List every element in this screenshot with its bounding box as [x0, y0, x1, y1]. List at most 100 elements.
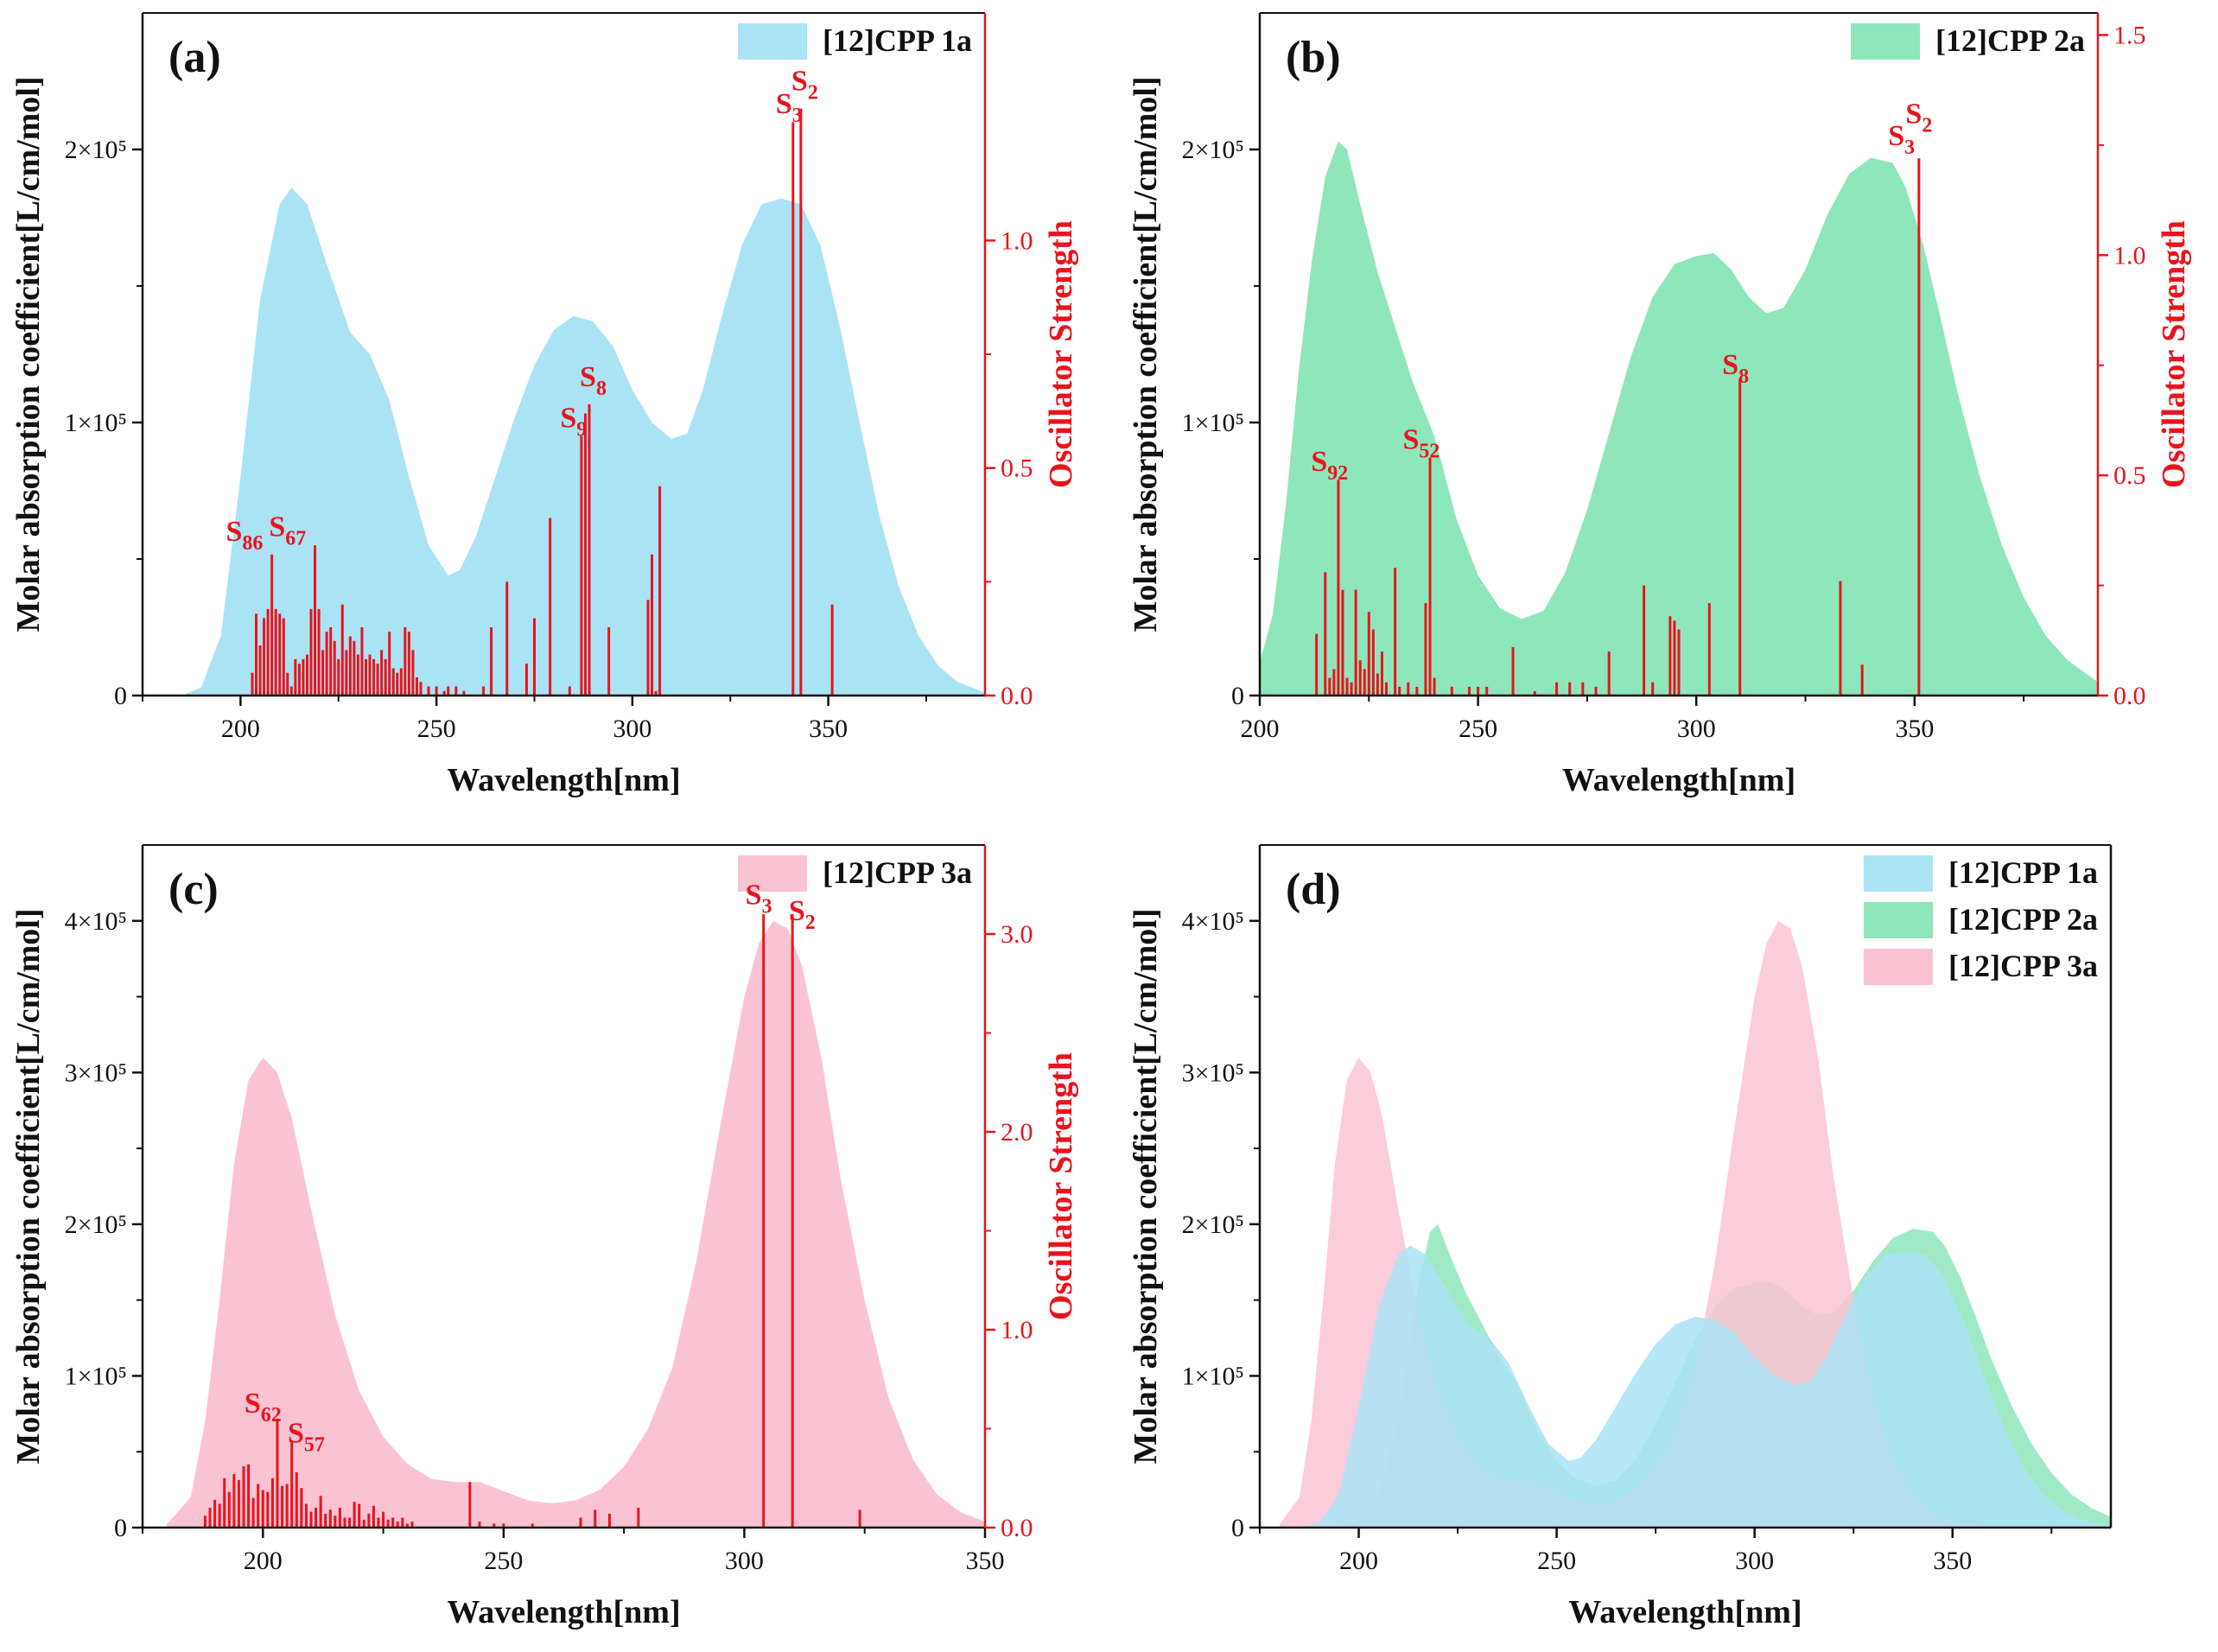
x-tick-label: 200	[1241, 715, 1280, 743]
y-tick-label: 2×10⁵	[1182, 1210, 1244, 1239]
panel-label: (d)	[1286, 865, 1341, 914]
state-label-sub: 86	[242, 532, 263, 555]
panel-b: 200 250 300 350 0 1×10⁵ 2×10⁵ 0.0 0.5 1.0 1.5 Oscil…	[1128, 12, 2192, 798]
x-tick-label: 300	[613, 715, 651, 743]
panel-c: 200 250 300 350 0 1×10⁵ 2×10⁵ 3×10⁵ 4×10⁵ 0.0 1.0 2…	[10, 844, 1079, 1630]
state-label: S67	[269, 511, 306, 550]
y2-tick-label: 0.0	[1001, 1514, 1033, 1542]
x-tick-label: 250	[1459, 715, 1497, 743]
state-label-main: S	[1905, 98, 1922, 130]
area-series--12-cpp-3a	[166, 920, 985, 1528]
oscillator-sticks	[1315, 158, 1921, 696]
state-label-main: S	[791, 66, 808, 98]
legend-swatch	[738, 23, 808, 60]
state-label-main: S	[1722, 349, 1738, 381]
state-label: S3	[1888, 120, 1915, 159]
state-label: S2	[1905, 98, 1932, 137]
legend-swatch	[1864, 949, 1934, 985]
area-series--12-cpp-1a	[1299, 1245, 2111, 1528]
y-tick-label: 2×10⁵	[65, 1210, 127, 1239]
y-axis-title: Molar absorption coefficient[L/cm/mol]	[10, 908, 47, 1464]
y2-axis-title: Oscillator Strength	[1043, 1052, 1079, 1320]
legend-label: [12]CPP 1a	[823, 23, 972, 58]
legend-swatch	[1851, 23, 1921, 60]
y-tick-label: 3×10⁵	[1182, 1058, 1244, 1087]
x-tick-label: 350	[809, 715, 848, 743]
x-tick-label: 250	[1537, 1547, 1576, 1575]
y-tick-label: 0	[114, 1514, 127, 1542]
x-tick-label: 300	[725, 1547, 764, 1575]
state-label-main: S	[776, 88, 792, 120]
y2-tick-label: 1.0	[1001, 1316, 1033, 1344]
y-axis-title: Molar absorption coefficient[L/cm/mol]	[1128, 76, 1164, 632]
x-tick-label: 250	[484, 1547, 523, 1575]
y2-axis-title: Oscillator Strength	[2156, 220, 2192, 488]
state-label-sub: 62	[261, 1404, 282, 1426]
legend-label: [12]CPP 1a	[1948, 855, 2098, 890]
legend-swatch	[738, 855, 808, 892]
state-label: S8	[580, 361, 607, 400]
state-label-sub: 92	[1327, 462, 1348, 485]
y-tick-label: 1×10⁵	[65, 409, 127, 437]
y2-tick-label: 1.0	[1001, 226, 1033, 255]
state-label-sub: 52	[1419, 441, 1439, 463]
x-axis-title: Wavelength[nm]	[447, 1594, 680, 1630]
y-tick-label: 0	[1231, 682, 1244, 710]
x-tick-label: 350	[1933, 1547, 1972, 1575]
state-label: S3	[746, 880, 772, 918]
state-label: S92	[1311, 446, 1348, 485]
x-axis-title: Wavelength[nm]	[447, 762, 680, 798]
state-label-main: S	[288, 1418, 304, 1450]
y2-axis-title: Oscillator Strength	[1043, 220, 1079, 488]
state-label-sub: 67	[285, 528, 306, 550]
legend-swatch	[1864, 855, 1934, 892]
x-tick-label: 300	[1735, 1547, 1774, 1575]
panel-label: (c)	[168, 865, 219, 914]
x-tick-label: 200	[1339, 1547, 1378, 1575]
panel-d: 200 250 300 350 0 1×10⁵ 2×10⁵ 3×10⁵ 4×10⁵ Wavelen…	[1128, 844, 2113, 1630]
state-label-main: S	[269, 511, 285, 543]
y2-tick-label: 1.0	[2113, 241, 2146, 270]
y2-tick-label: 1.5	[2113, 21, 2146, 49]
state-label: S2	[789, 895, 816, 934]
oscillator-sticks	[203, 914, 861, 1528]
x-tick-label: 200	[221, 715, 260, 743]
state-label-main: S	[789, 895, 805, 927]
state-label-sub: 8	[1738, 365, 1749, 388]
legend-swatch	[1864, 902, 1934, 938]
y2-tick-label: 0.5	[1001, 454, 1033, 483]
x-tick-label: 300	[1677, 715, 1716, 743]
state-label: S3	[776, 88, 803, 127]
state-label-sub: 8	[596, 378, 607, 400]
x-tick-label: 200	[244, 1547, 283, 1575]
state-label-sub: 2	[808, 82, 818, 105]
x-tick-label: 350	[966, 1547, 1005, 1575]
y2-tick-label: 2.0	[1001, 1118, 1033, 1147]
y-tick-label: 4×10⁵	[1182, 907, 1244, 936]
state-label: S2	[791, 66, 818, 105]
y2-tick-label: 3.0	[1001, 920, 1033, 949]
y-tick-label: 1×10⁵	[1182, 1362, 1244, 1390]
state-label-main: S	[1888, 120, 1904, 152]
state-label-main: S	[245, 1388, 261, 1420]
panel-label: (a)	[168, 33, 221, 82]
state-label-sub: 3	[762, 896, 772, 918]
y2-tick-label: 0.0	[2113, 682, 2146, 710]
panel-a: 200 250 300 350 0 1×10⁵ 2×10⁵ 0.0 0.5 1.0 Oscillat…	[10, 12, 1079, 798]
legend-label: [12]CPP 3a	[823, 855, 972, 890]
y-tick-label: 2×10⁵	[1182, 136, 1244, 164]
y-tick-label: 1×10⁵	[1182, 409, 1244, 437]
state-label-main: S	[1311, 446, 1327, 478]
state-label-main: S	[226, 516, 242, 548]
state-label-sub: 57	[304, 1434, 325, 1457]
x-tick-label: 350	[1895, 715, 1934, 743]
y2-tick-label: 0.5	[2113, 461, 2146, 490]
state-label: S57	[288, 1418, 325, 1457]
panel-label: (b)	[1286, 33, 1341, 82]
state-label-main: S	[746, 880, 762, 912]
x-tick-label: 250	[417, 715, 456, 743]
legend-label: [12]CPP 2a	[1948, 902, 2098, 937]
state-label-main: S	[580, 361, 596, 393]
